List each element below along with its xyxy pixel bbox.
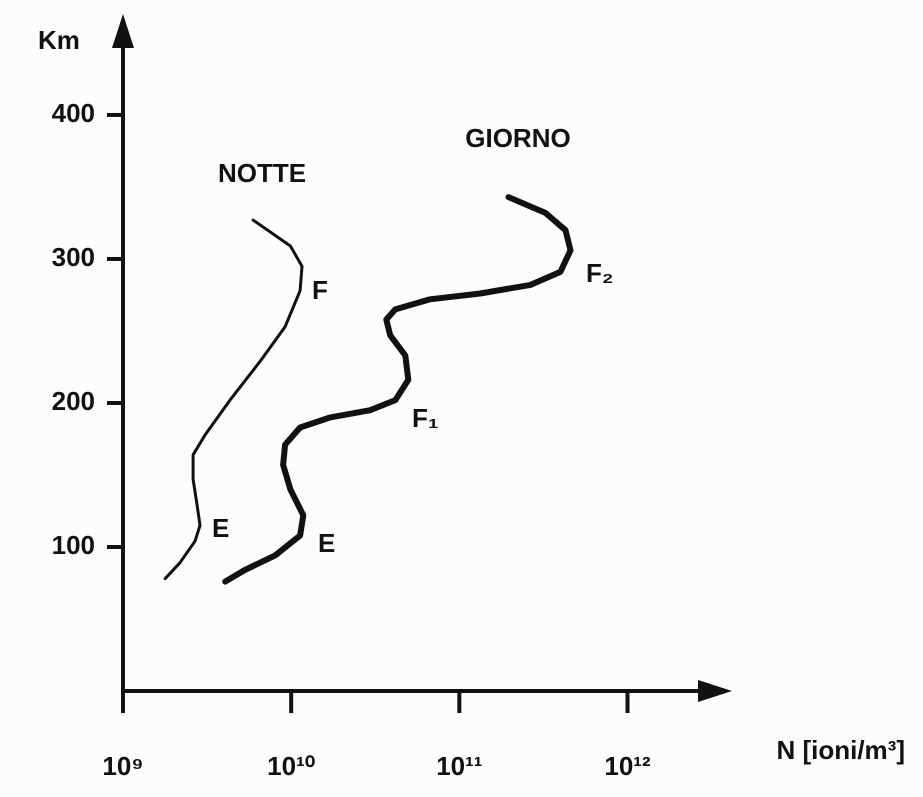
x-tick-label: 10¹⁰	[267, 751, 315, 781]
annotation: F	[312, 275, 328, 305]
x-axis-arrow	[698, 680, 732, 702]
annotation: E	[318, 528, 335, 558]
x-axis-label: N [ioni/m³]	[776, 735, 905, 765]
x-tick-label: 10¹¹	[436, 751, 482, 781]
series-label: GIORNO	[465, 123, 570, 153]
x-tick-label: 10⁹	[102, 751, 143, 781]
y-axis-arrow	[112, 14, 134, 48]
y-tick-label: 100	[52, 530, 95, 560]
series-label: NOTTE	[218, 158, 306, 188]
series-line	[163, 218, 304, 581]
series-line	[222, 194, 574, 585]
annotation: F₂	[586, 258, 613, 288]
y-tick-label: 200	[52, 386, 95, 416]
y-tick-label: 400	[52, 98, 95, 128]
annotation: F₁	[412, 403, 439, 433]
y-tick-label: 300	[52, 242, 95, 272]
annotation: E	[212, 513, 229, 543]
x-tick-label: 10¹²	[604, 751, 651, 781]
y-axis-label: Km	[38, 25, 80, 55]
